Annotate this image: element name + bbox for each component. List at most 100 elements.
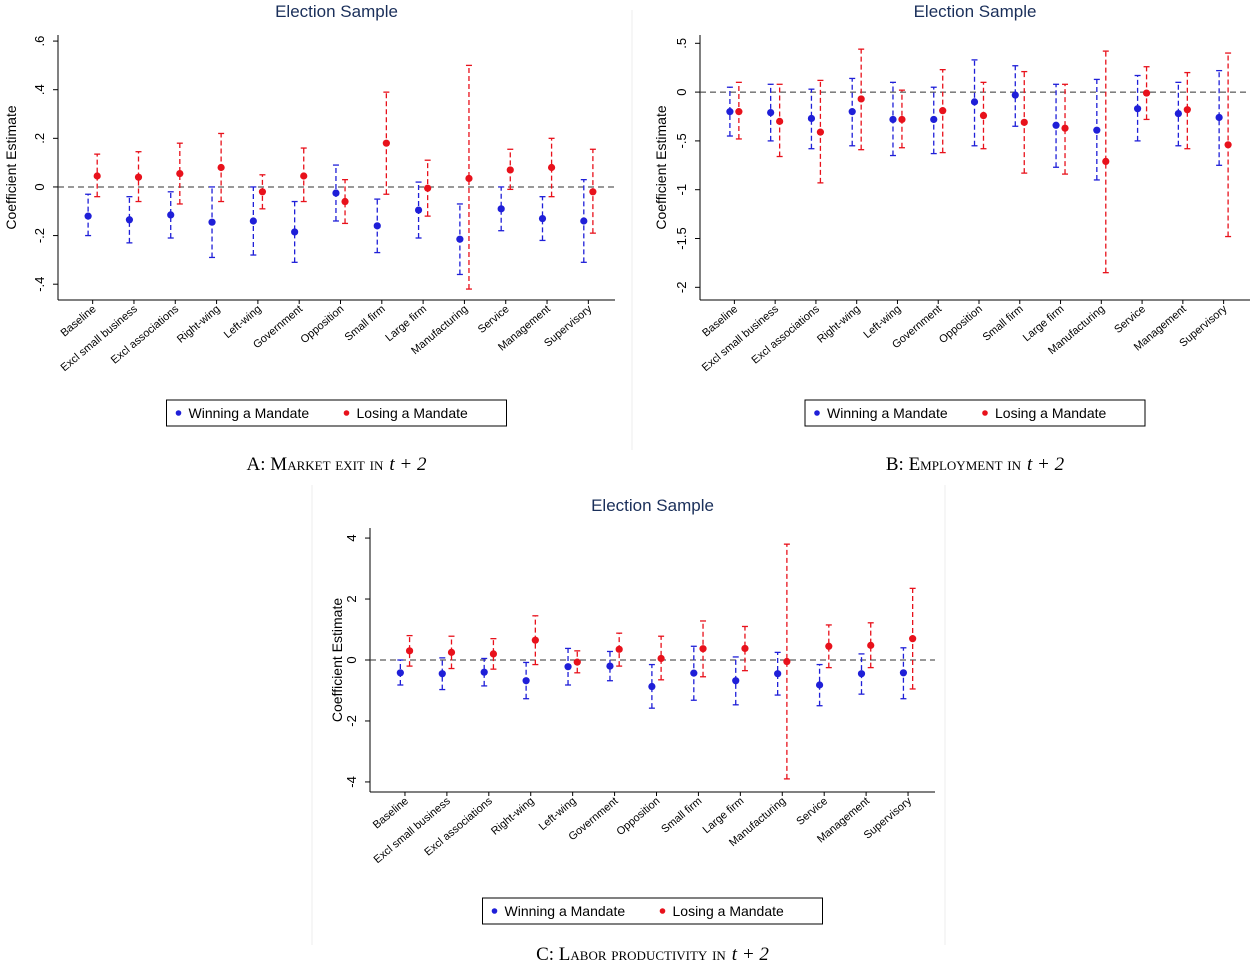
y-tick-label: .6: [32, 36, 47, 47]
x-tick-label: Left-wing: [537, 795, 579, 833]
point: [909, 635, 917, 643]
caption-math: t + 2: [732, 944, 770, 965]
point: [825, 642, 833, 650]
caption: A: Market exit in t + 2: [247, 454, 427, 475]
point: [217, 163, 225, 172]
point: [531, 636, 539, 644]
point: [373, 222, 381, 230]
point: [930, 115, 938, 124]
y-tick-label: -2: [674, 282, 689, 294]
point: [1052, 121, 1060, 129]
point: [125, 216, 134, 224]
point: [249, 217, 257, 225]
point: [767, 108, 775, 117]
point: [606, 662, 614, 670]
point: [176, 169, 184, 178]
legend-marker: [343, 410, 350, 416]
y-axis-label: Coefficient Estimate: [3, 105, 19, 229]
point: [547, 163, 556, 172]
caption: C: Labor productivity in t + 2: [536, 944, 769, 965]
point: [167, 211, 175, 219]
point: [889, 115, 897, 124]
chart-title: Election Sample: [591, 496, 714, 515]
point: [84, 212, 92, 220]
point: [857, 670, 866, 678]
y-tick-label: -.4: [32, 277, 47, 292]
caption-text: A: Market exit in: [247, 454, 384, 475]
point: [774, 670, 782, 678]
point: [1142, 89, 1151, 97]
y-tick-label: -1.5: [674, 227, 689, 249]
caption-text: C: Labor productivity in: [536, 944, 726, 965]
y-tick-label: 4: [344, 534, 359, 541]
chart-title: Election Sample: [914, 2, 1037, 21]
y-axis-label: Coefficient Estimate: [329, 598, 345, 722]
point: [979, 111, 988, 120]
x-tick-label: Small firm: [343, 303, 388, 344]
point: [405, 647, 414, 655]
point: [648, 682, 656, 691]
x-tick-label: Right-wing: [175, 303, 223, 346]
point: [414, 206, 423, 214]
x-tick-label: Opposition: [298, 303, 346, 346]
point: [134, 173, 143, 181]
x-tick-label: Baseline: [371, 795, 411, 831]
point: [741, 644, 749, 653]
x-tick-label: Small firm: [659, 795, 704, 836]
point: [816, 128, 825, 136]
point: [258, 188, 267, 196]
legend-label: Winning a Mandate: [505, 903, 626, 919]
point: [970, 98, 979, 106]
legend-box: [804, 399, 1146, 427]
point: [589, 188, 597, 196]
point: [815, 681, 824, 689]
x-tick-label: Right-wing: [489, 795, 537, 838]
point: [208, 218, 216, 226]
point: [807, 114, 816, 123]
point: [300, 172, 308, 180]
point: [465, 174, 473, 183]
point: [1011, 91, 1019, 99]
point: [1102, 157, 1110, 165]
legend-marker: [491, 908, 498, 914]
y-tick-label: 0: [344, 656, 359, 663]
point: [480, 668, 488, 676]
point: [776, 117, 784, 125]
y-tick-label: -2: [344, 715, 359, 727]
y-tick-label: .5: [674, 38, 689, 49]
legend-marker: [659, 908, 666, 914]
point: [1020, 118, 1028, 126]
caption-math: t + 2: [1027, 454, 1065, 475]
caption-math: t + 2: [389, 454, 427, 475]
point: [732, 677, 740, 685]
point: [657, 654, 665, 663]
legend-label: Losing a Mandate: [673, 903, 785, 919]
x-tick-label: Excl associations: [750, 303, 823, 367]
y-tick-label: -4: [344, 776, 359, 788]
y-tick-label: 0: [32, 183, 47, 190]
x-tick-label: Service: [1112, 303, 1148, 336]
point: [783, 657, 791, 666]
x-tick-label: Service: [476, 303, 512, 336]
point: [899, 669, 908, 677]
point: [690, 669, 698, 677]
legend-label: Winning a Mandate: [827, 405, 948, 421]
point: [615, 645, 623, 653]
y-axis-label: Coefficient Estimate: [653, 105, 669, 229]
y-tick-label: -.2: [32, 228, 47, 243]
point: [726, 108, 734, 116]
point: [1183, 106, 1191, 114]
point: [538, 214, 547, 223]
y-tick-label: .4: [32, 84, 47, 95]
point: [447, 648, 456, 656]
x-tick-label: Baseline: [59, 303, 99, 339]
point: [396, 669, 404, 677]
point: [735, 108, 743, 116]
point: [332, 189, 340, 197]
point: [1133, 105, 1142, 113]
point: [1093, 126, 1101, 134]
x-tick-label: Opposition: [614, 795, 662, 838]
point: [424, 184, 432, 192]
legend-label: Losing a Mandate: [995, 405, 1107, 421]
